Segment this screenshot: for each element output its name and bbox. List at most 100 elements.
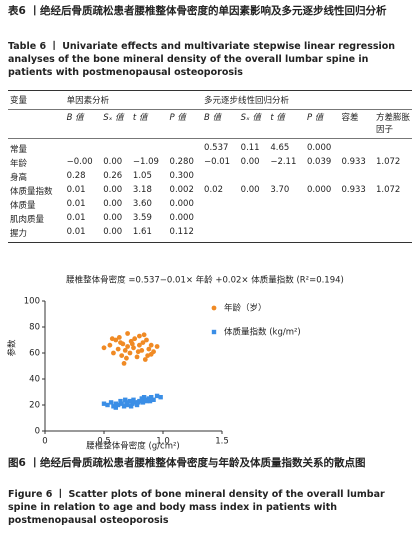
point: [158, 395, 163, 400]
header-cell: 多元逐步线性回归分析: [202, 90, 412, 110]
header-cell: Sₓ 值: [238, 109, 269, 139]
point: [146, 346, 152, 352]
table-cell: [238, 226, 269, 243]
table-cell: [268, 212, 305, 226]
table-cell: 0.933: [341, 185, 366, 195]
table-cell: 1.072: [376, 185, 401, 195]
point: [154, 344, 160, 349]
point: [131, 397, 136, 402]
point: [111, 404, 116, 409]
table-cell: [131, 139, 168, 157]
table-caption-en: Table 6 丨 Univariate effects and multiva…: [8, 41, 396, 78]
point: [125, 344, 130, 349]
x-tick-label: 1.5: [215, 437, 229, 447]
point: [111, 350, 116, 356]
header-cell: 容差: [339, 109, 374, 139]
legend-label: 体质量指数 (kg/m²): [224, 327, 301, 338]
point: [125, 402, 130, 408]
point: [108, 400, 114, 405]
point: [139, 396, 144, 401]
header-cell: 变量: [8, 90, 65, 110]
table-cell: 常量: [10, 145, 28, 155]
point: [137, 342, 142, 348]
table-row: 年龄 −0.00 0.00 −1.09 0.280 −0.01 0.00 −2.11 0.039…: [8, 156, 412, 170]
legend-marker: [211, 329, 217, 335]
table-cell: [305, 198, 340, 212]
point: [137, 333, 142, 339]
table-cell: 肌肉质量: [10, 215, 45, 225]
table-cell: 0.11: [240, 143, 260, 153]
table-cell: 0.28: [66, 171, 86, 181]
point: [133, 400, 139, 405]
table-caption-zh: 表6 丨绝经后骨质疏松患者腰椎整体骨密度的单因素影响及多元逐步线性回归分析: [8, 5, 387, 17]
point: [125, 331, 130, 336]
point: [109, 336, 115, 342]
table-cell: 0.00: [101, 226, 131, 243]
point: [116, 335, 122, 340]
table-cell: [374, 212, 412, 226]
point: [140, 400, 146, 405]
table-cell: 0.00: [103, 185, 123, 195]
x-tick-label: 0.5: [97, 437, 111, 447]
point: [118, 398, 123, 404]
legend-label: 年龄（岁）: [224, 303, 267, 314]
table-cell: 0.00: [103, 213, 123, 223]
table-cell: [339, 226, 374, 243]
chart: 腰椎整体骨密度 =0.537−0.01× 年龄 +0.02× 体质量指数 (R²…: [7, 275, 344, 452]
table-cell: [339, 170, 374, 184]
point: [141, 395, 147, 400]
table-cell: [374, 198, 412, 212]
table-cell: [374, 226, 412, 243]
point: [121, 404, 127, 409]
table-cell: 年龄: [10, 159, 28, 169]
y-tick-label: 60: [29, 349, 40, 359]
legend-marker: [211, 305, 217, 311]
point: [115, 402, 121, 408]
table-cell: 3.60: [132, 199, 152, 209]
point: [124, 400, 129, 405]
table-cell: 3.70: [270, 185, 290, 195]
table-cell: 0.01: [66, 213, 86, 223]
table-cell: [239, 198, 269, 212]
point: [154, 393, 160, 399]
table-cell: 0.00: [103, 199, 123, 209]
table-cell: [305, 212, 340, 226]
table-cell: [339, 212, 374, 226]
table-cell: 0.000: [306, 143, 332, 153]
table-cell: [168, 139, 203, 157]
table-cell: [268, 170, 305, 184]
table-row: 体质量指数 0.01 0.00 3.18 0.002 0.02 0.00 3.70 0.000 0…: [8, 184, 412, 198]
point: [122, 348, 128, 353]
table-cell: 0.112: [167, 226, 203, 243]
point: [147, 398, 153, 404]
point: [149, 395, 154, 400]
header-cell: Sₓ 值: [101, 109, 131, 139]
x-tick-label: 1.0: [156, 437, 170, 447]
point: [142, 357, 148, 362]
header-cell: 方差膨胀因子: [374, 109, 412, 139]
header-cell: P 值: [167, 109, 203, 139]
table-cell: [374, 139, 412, 157]
point: [115, 346, 121, 352]
table-cell: 4.65: [270, 143, 290, 153]
table-row: 肌肉质量 0.01 0.00 3.59 0.000: [8, 212, 412, 226]
y-tick-label: 40: [29, 375, 40, 385]
table-cell: [268, 198, 305, 212]
point: [123, 397, 128, 402]
point: [132, 336, 138, 342]
point: [101, 345, 107, 351]
table-cell: [239, 170, 269, 184]
table-cell: 0.01: [66, 199, 86, 209]
point: [141, 332, 147, 338]
point: [113, 401, 118, 406]
header-cell: t 值: [268, 109, 305, 139]
table-cell: [305, 170, 340, 184]
table-cell: [268, 226, 305, 243]
header-cell: P 值: [304, 109, 340, 139]
table-cell: [339, 139, 374, 157]
y-tick-label: 80: [29, 323, 40, 333]
point: [136, 400, 141, 405]
table-row: 体质量 0.01 0.00 3.60 0.000: [8, 198, 412, 212]
table-cell: [202, 198, 239, 212]
